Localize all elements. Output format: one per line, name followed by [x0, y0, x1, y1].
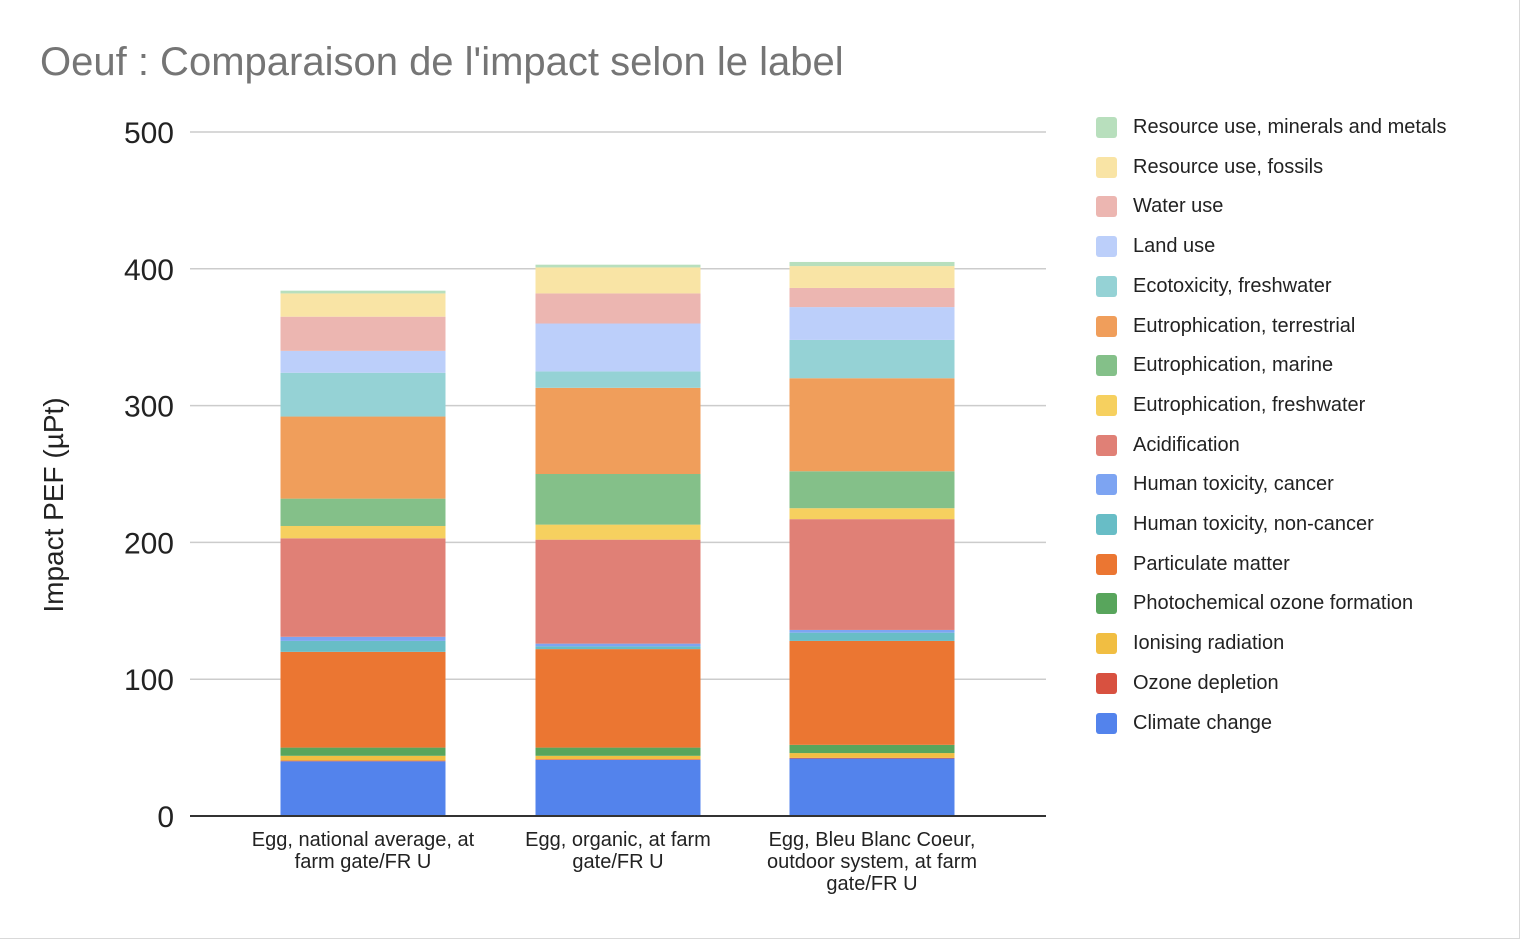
legend-label: Water use — [1133, 195, 1224, 218]
y-tick-label: 500 — [124, 117, 174, 150]
bar-segment — [280, 651, 446, 748]
y-tick-label: 300 — [124, 391, 174, 424]
bar-segment — [280, 761, 446, 816]
legend-label: Acidification — [1133, 433, 1240, 456]
x-tick-label: outdoor system, at farm — [767, 851, 977, 873]
bar-segment — [535, 539, 701, 644]
bar-segment — [280, 372, 446, 417]
bar-segment — [789, 629, 955, 633]
legend-label: Photochemical ozone formation — [1133, 592, 1414, 615]
y-tick-label: 0 — [157, 801, 174, 834]
legend-swatch — [1096, 553, 1117, 575]
bar-segment — [280, 293, 446, 317]
bar-segment — [789, 744, 955, 754]
y-tick-label: 400 — [124, 254, 174, 287]
legend-swatch — [1096, 474, 1117, 496]
bar-segment — [280, 290, 446, 294]
bar-segment — [789, 508, 955, 520]
legend-label: Human toxicity, non-cancer — [1133, 513, 1374, 535]
y-tick-label: 200 — [124, 527, 174, 560]
bar-segment — [535, 643, 701, 647]
legend-label: Human toxicity, cancer — [1133, 473, 1334, 496]
legend-label: Climate change — [1133, 711, 1272, 734]
legend-swatch — [1096, 196, 1117, 218]
bar-segment — [789, 307, 955, 340]
bar-segment — [280, 350, 446, 373]
bar-segment — [789, 339, 955, 379]
bar-segment — [535, 759, 701, 816]
legend-label: Resource use, fossils — [1133, 155, 1324, 178]
bar-segment — [535, 755, 701, 760]
x-tick-label: gate/FR U — [826, 873, 917, 895]
legend-swatch — [1096, 593, 1117, 615]
bar-segment — [280, 525, 446, 539]
bar-segment — [535, 293, 701, 324]
bar-segment — [535, 323, 701, 372]
bar-segment — [535, 267, 701, 294]
legend-label: Ionising radiation — [1133, 632, 1285, 655]
bar-segment — [280, 755, 446, 761]
legend-label: Land use — [1133, 235, 1216, 258]
bar-segment — [280, 498, 446, 526]
legend-swatch — [1096, 355, 1117, 377]
bar-segment — [280, 316, 446, 351]
x-tick-label: Egg, Bleu Blanc Coeur, — [769, 829, 976, 851]
bar-segment — [789, 471, 955, 509]
bar-segment — [535, 387, 701, 474]
legend-label: Resource use, minerals and metals — [1133, 116, 1447, 138]
legend-swatch — [1096, 434, 1117, 456]
bar-segment — [280, 636, 446, 641]
bar-segment — [789, 632, 955, 641]
legend-swatch — [1096, 275, 1117, 297]
bar-segment — [280, 747, 446, 756]
bar-segment — [789, 378, 955, 472]
bar-segment — [535, 649, 701, 748]
legend-label: Particulate matter — [1133, 552, 1290, 575]
legend-swatch — [1096, 236, 1117, 258]
bar-segment — [789, 640, 955, 745]
x-tick-label: farm gate/FR U — [295, 851, 432, 873]
legend-swatch — [1096, 633, 1117, 655]
bar-segment — [535, 646, 701, 650]
bar-segment — [535, 759, 701, 760]
bar-segment — [280, 640, 446, 652]
legend-label: Eutrophication, terrestrial — [1133, 314, 1356, 337]
legend-swatch — [1096, 156, 1117, 178]
chart-title: Oeuf : Comparaison de l'impact selon le … — [40, 40, 844, 84]
bar-segment — [789, 757, 955, 759]
legend-swatch — [1096, 315, 1117, 337]
legend-label: Ecotoxicity, freshwater — [1133, 274, 1332, 297]
bar-segment — [280, 760, 446, 762]
bar-segment — [535, 524, 701, 540]
legend-swatch — [1096, 672, 1117, 694]
legend-swatch — [1096, 394, 1117, 416]
bar-segment — [535, 747, 701, 756]
bar-segment — [535, 264, 701, 268]
bar-segment — [789, 758, 955, 816]
legend-swatch — [1096, 514, 1117, 535]
legend-label: Eutrophication, freshwater — [1133, 393, 1366, 416]
legend-swatch — [1096, 712, 1117, 734]
x-tick-label: gate/FR U — [572, 851, 663, 873]
x-tick-label: Egg, organic, at farm — [525, 829, 711, 851]
bar-segment — [280, 416, 446, 499]
bar-segment — [535, 371, 701, 388]
bar-segment — [280, 538, 446, 637]
bar-segment — [535, 474, 701, 525]
bar-segment — [789, 519, 955, 630]
legend-label: Ozone depletion — [1133, 671, 1279, 694]
bar-segment — [789, 287, 955, 308]
legend-label: Eutrophication, marine — [1133, 354, 1334, 377]
bar-segment — [789, 261, 955, 267]
legend-swatch — [1096, 117, 1117, 138]
bar-segment — [789, 753, 955, 758]
bar-segment — [789, 266, 955, 288]
x-tick-label: Egg, national average, at — [252, 829, 475, 851]
y-tick-label: 100 — [124, 664, 174, 697]
